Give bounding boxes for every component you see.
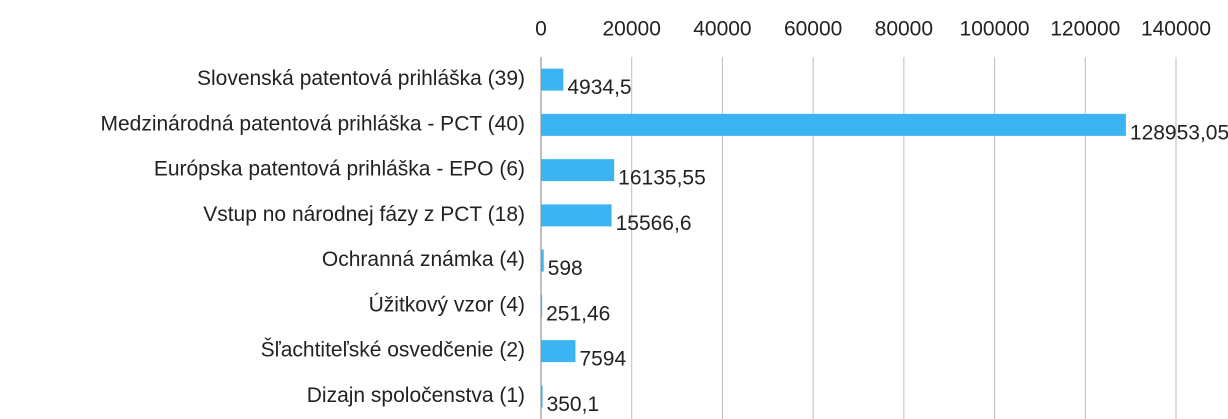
x-tick-label: 120000 (1050, 18, 1120, 41)
data-label: 4934,5 (567, 76, 631, 99)
bar (541, 68, 564, 91)
y-tick-label: Vstup no národnej fázy z PCT (18) (203, 203, 525, 226)
data-label: 350,1 (547, 393, 600, 416)
bar (541, 340, 576, 363)
y-tick-label: Dizajn spoločenstva (1) (307, 384, 525, 407)
x-tick-label: 40000 (693, 18, 751, 41)
y-tick-label: Úžitkový vzor (4) (369, 293, 525, 316)
data-label: 128953,05 (1130, 121, 1228, 144)
bar (541, 159, 615, 182)
y-tick-label: Šľachtiteľské osvedčenie (2) (261, 339, 525, 362)
data-label: 7594 (579, 348, 626, 371)
x-tick-label: 20000 (603, 18, 661, 41)
data-label: 16135,55 (618, 167, 706, 190)
x-tick-label: 0 (535, 18, 547, 41)
data-label: 598 (548, 257, 583, 280)
x-tick-label: 140000 (1141, 18, 1211, 41)
bar (541, 249, 544, 272)
bar (541, 113, 1126, 136)
data-label: 15566,6 (616, 212, 692, 235)
y-tick-label: Medzinárodná patentová prihláška - PCT (… (100, 112, 525, 135)
y-tick-label: Európska patentová prihláška - EPO (6) (154, 158, 525, 181)
y-tick-label: Ochranná známka (4) (322, 248, 525, 271)
x-tick-label: 100000 (960, 18, 1030, 41)
data-label: 251,46 (546, 302, 610, 325)
bar (541, 204, 612, 227)
x-tick-label: 60000 (784, 18, 842, 41)
bar (541, 294, 543, 317)
x-tick-label: 80000 (875, 18, 933, 41)
y-tick-label: Slovenská patentová prihláška (39) (197, 67, 525, 90)
bar (541, 385, 543, 408)
